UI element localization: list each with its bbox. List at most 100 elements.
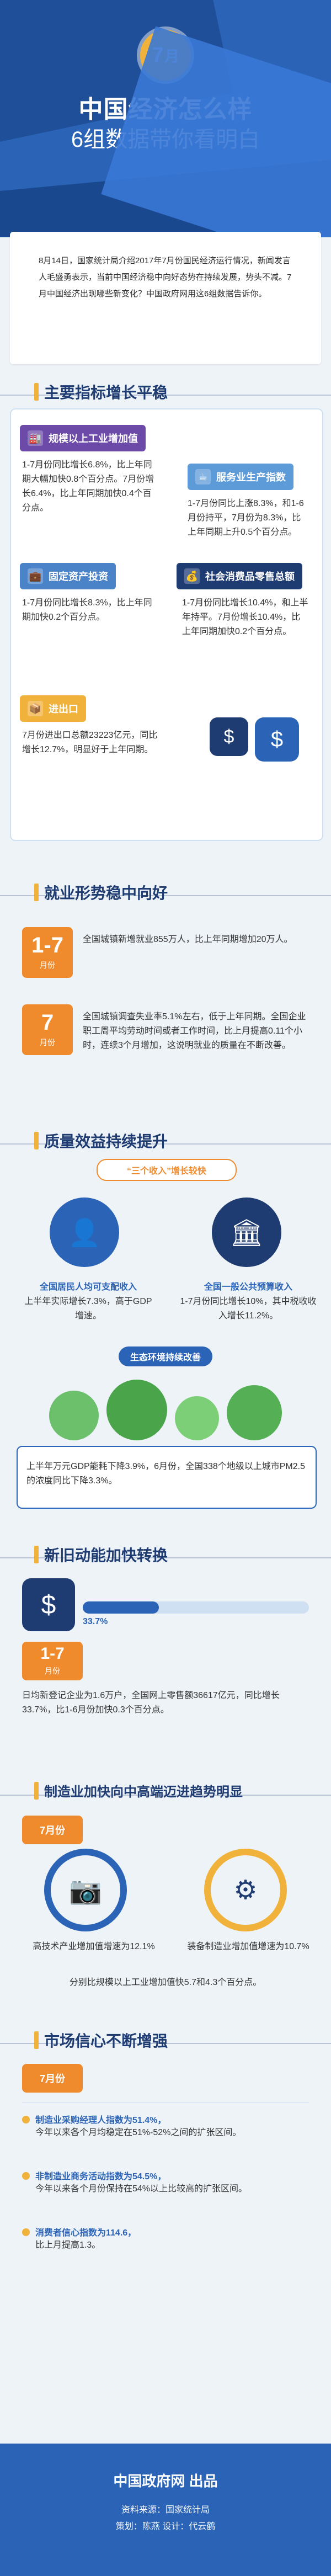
section-title-3: 质量效益持续提升	[34, 1130, 168, 1152]
government-icon: 🏛	[212, 1197, 281, 1267]
section-bar	[34, 1781, 39, 1800]
page-title: 中国经济怎么样	[78, 96, 253, 123]
tag-investment-label: 固定资产投资	[49, 571, 108, 582]
section-bar	[34, 2031, 39, 2049]
equipment-caption: 装备制造业增加值增速为10.7%	[187, 1942, 309, 1951]
confidence-item-3: 消费者信心指数为114.6， 比上月提高1.3。	[22, 2225, 309, 2253]
month-pill: 7月份	[22, 2064, 83, 2093]
section-divider	[0, 2043, 331, 2044]
tag-industry: 🏭 规模以上工业增加值	[20, 425, 146, 451]
section-title-text: 就业形势稳中向好	[44, 885, 168, 902]
section-divider	[0, 895, 331, 896]
page-subtitle: 6组数据带你看明白	[71, 127, 260, 152]
employment-text-1: 全国城镇新增就业855万人，比上年同期增加20万人。	[83, 935, 293, 944]
section-title-6: 市场信心不断增强	[34, 2029, 168, 2051]
tree-icon	[106, 1380, 167, 1440]
footer: 中国政府网 出品 资料来源：国家统计局 策划：陈燕 设计：代云鹤	[0, 2444, 331, 2576]
month-pill-text: 7月份	[39, 1825, 65, 1836]
progress-track	[83, 1601, 309, 1614]
section-title-5: 制造业加快向中高端迈进趋势明显	[34, 1781, 243, 1800]
income-caption: 全国居民人均可支配收入 上半年实际增长7.3%，高于GDP增速。	[22, 1280, 154, 1323]
dollar-bag-icon: $	[210, 717, 248, 756]
bullet-icon	[22, 2172, 30, 2180]
eco-card	[17, 1446, 317, 1509]
confidence-title: 非制造业商务活动指数为54.5%，	[35, 2172, 167, 2181]
briefcase-icon: 💼	[28, 568, 43, 584]
intro-panel	[10, 232, 321, 364]
tree-icon	[49, 1391, 99, 1440]
high-tech-caption: 高技术产业增加值增速为12.1%	[33, 1942, 155, 1951]
money-bags: $ $	[210, 717, 299, 762]
progress-fill	[83, 1601, 159, 1614]
section-divider	[0, 1795, 331, 1796]
hero-shape	[0, 160, 331, 237]
tag-retail-label: 社会消费品零售总额	[205, 571, 295, 582]
section-title-text: 质量效益持续提升	[44, 1133, 168, 1150]
tree-icon	[227, 1385, 282, 1440]
income-pill: “三个收入”增长较快	[97, 1159, 237, 1181]
badge-number: 7	[152, 43, 164, 67]
section-bar	[34, 383, 39, 401]
section-title-text: 新旧动能加快转换	[44, 1547, 168, 1564]
section-title-text: 市场信心不断增强	[44, 2032, 168, 2050]
section-title-text: 制造业加快向中高端迈进趋势明显	[44, 1785, 243, 1800]
month-box-label: 月份	[45, 1667, 60, 1675]
section-bar	[34, 1132, 39, 1149]
month-box-number: 1-7	[31, 933, 63, 957]
income-icon: 👤	[50, 1197, 119, 1267]
tag-trade: 📦 进出口	[20, 695, 86, 722]
tag-investment: 💼 固定资产投资	[20, 563, 116, 589]
income-pill-text: “三个收入”增长较快	[126, 1167, 206, 1176]
eco-pill-text: 生态环境持续改善	[130, 1353, 201, 1362]
month-box-label: 月份	[40, 961, 55, 970]
budget-caption: 全国一般公共预算收入 1-7月份同比增长10%，其中税收收入增长11.2%。	[177, 1280, 320, 1323]
gear-icon: ⚙	[204, 1849, 287, 1931]
footer-credits: 策划：陈燕 设计：代云鹤	[115, 2522, 216, 2531]
bullet-icon	[22, 2116, 30, 2123]
tag-industry-label: 规模以上工业增加值	[49, 433, 138, 444]
month-box-number: 1-7	[40, 1644, 65, 1663]
camera-icon: 📷	[44, 1849, 127, 1931]
confidence-sub: 今年以来各个月均稳定在51%-52%之间的扩张区间。	[35, 2128, 242, 2137]
month-pill-text: 7月份	[39, 2073, 65, 2084]
month-box: 7 月份	[22, 1004, 73, 1055]
section-title-2: 就业形势稳中向好	[34, 881, 168, 903]
confidence-sub: 今年以来各个月份保持在54%以上比较高的扩张区间。	[35, 2184, 248, 2194]
confidence-title: 制造业采购经理人指数为51.4%，	[35, 2116, 167, 2125]
eco-pill: 生态环境持续改善	[119, 1346, 212, 1366]
trade-icon: 📦	[28, 701, 43, 716]
investment-text: 1-7月份同比增长8.3%，比上年同期加快0.2个百分点。	[22, 598, 152, 622]
month-badge: 7 月	[140, 30, 191, 81]
coffee-icon: ☕	[195, 469, 211, 485]
budget-caption-title: 全国一般公共预算收入	[204, 1282, 292, 1292]
month-box: 1-7 月份	[22, 1642, 83, 1680]
bullet-icon	[22, 2228, 30, 2236]
confidence-item-1: 制造业采购经理人指数为51.4%， 今年以来各个月均稳定在51%-52%之间的扩…	[22, 2112, 309, 2140]
money-bag-icon: 💰	[184, 568, 200, 584]
trees	[33, 1374, 298, 1440]
month-box-number: 7	[41, 1010, 54, 1035]
footer-brand: 中国政府网 出品	[113, 2473, 218, 2489]
hero-banner: 7 月 中国经济怎么样 6组数据带你看明白	[0, 0, 331, 237]
section-divider	[0, 1557, 331, 1558]
tag-trade-label: 进出口	[49, 704, 78, 715]
month-box-label: 月份	[40, 1038, 55, 1047]
confidence-item-2: 非制造业商务活动指数为54.5%， 今年以来各个月份保持在54%以上比较高的扩张…	[22, 2169, 309, 2196]
section-title-text: 主要指标增长平稳	[44, 384, 168, 401]
money-bag-icon: $	[22, 1578, 75, 1631]
retail-text: 1-7月份同比增长10.4%，和上半年持平。7月份增长10.4%，比上年同期加快…	[182, 598, 308, 636]
section-bar	[34, 1546, 39, 1563]
factory-icon: 🏭	[28, 430, 43, 446]
tag-services: ☕ 服务业生产指数	[188, 464, 293, 490]
badge-unit: 月	[164, 47, 179, 65]
month-box: 1-7 月份	[22, 927, 73, 978]
section-title-1: 主要指标增长平稳	[34, 381, 168, 403]
trade-text: 7月份进出口总额23223亿元，同比增长12.7%，明显好于上年同期。	[22, 731, 158, 754]
tag-services-label: 服务业生产指数	[216, 472, 286, 483]
manufacturing-summary: 分别比规模以上工业增加值快5.7和4.3个百分点。	[69, 1978, 262, 1987]
new-economy-text: 日均新登记企业为1.6万户，全国网上零售额36617亿元，同比增长33.7%，比…	[22, 1691, 280, 1715]
footer-source: 资料来源：国家统计局	[121, 2505, 210, 2515]
income-caption-text: 上半年实际增长7.3%，高于GDP增速。	[24, 1297, 152, 1321]
section-bar	[34, 883, 39, 901]
